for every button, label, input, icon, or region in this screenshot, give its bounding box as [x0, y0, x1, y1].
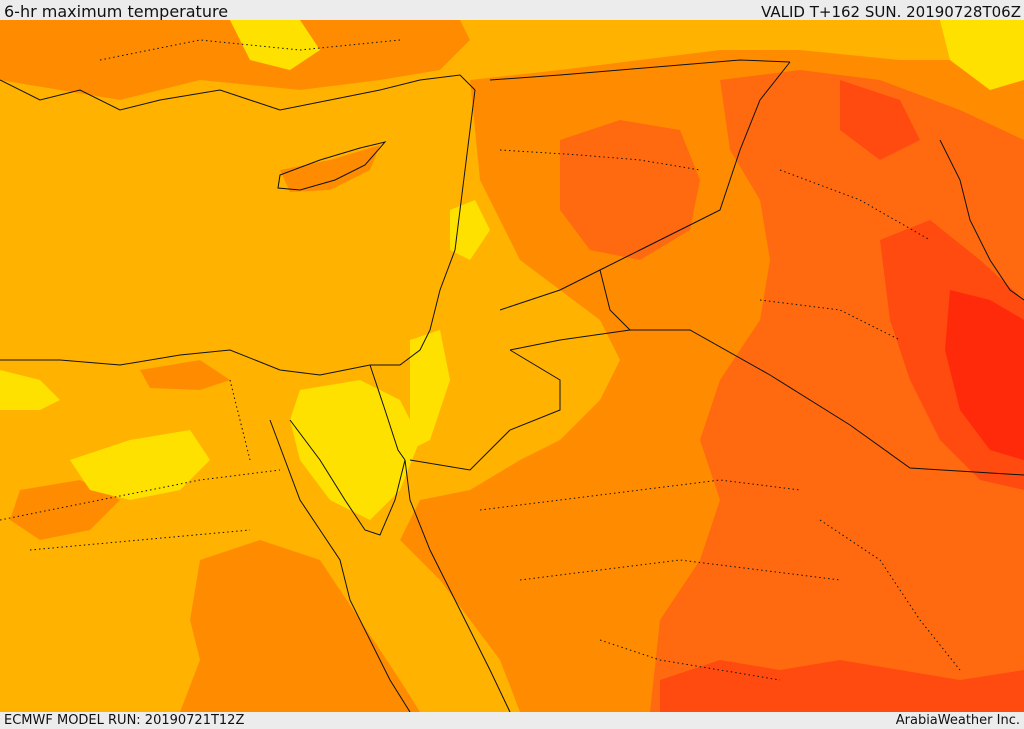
- province-iraq-1: [779, 169, 931, 241]
- valid-time: VALID T+162 SUN. 20190728T06Z: [761, 3, 1021, 21]
- field-band4-syria: [560, 120, 700, 260]
- field-band3-cyprus: [280, 145, 380, 192]
- border-egypt-israel: [369, 364, 406, 461]
- coast-suez-west: [269, 419, 411, 712]
- border-saudi-iraq: [630, 329, 1024, 476]
- field-band1-turkey: [230, 20, 320, 70]
- field-band1-egypt: [70, 430, 210, 500]
- coast-sinai: [289, 419, 406, 536]
- province-saudi-4: [599, 639, 781, 681]
- province-egypt-2: [29, 529, 251, 551]
- coast-cyprus: [277, 141, 387, 191]
- field-band5-south: [660, 660, 1024, 712]
- coastlines: [0, 74, 1024, 712]
- field-band1-lebanon: [450, 200, 490, 260]
- temperature-map-svg: [0, 20, 1024, 712]
- border-syria-turkey: [489, 59, 791, 81]
- footer-bar: ECMWF MODEL RUN: 20190721T12Z ArabiaWeat…: [0, 712, 1024, 729]
- field-band5-iraq: [840, 80, 920, 160]
- model-run-label: ECMWF MODEL RUN: 20190721T12Z: [4, 713, 245, 728]
- coast-egypt-north: [0, 349, 371, 376]
- border-syria-iraq: [499, 61, 791, 311]
- credit-label: ArabiaWeather Inc.: [895, 713, 1020, 728]
- field-band3-libya: [10, 480, 120, 540]
- province-saudi-3: [819, 519, 961, 671]
- field-band3-north: [0, 20, 470, 100]
- province-borders: [0, 39, 961, 681]
- field-band1-sinai: [290, 380, 420, 520]
- map-title: 6-hr maximum temperature: [4, 2, 229, 21]
- title-bar: 6-hr maximum temperature VALID T+162 SUN…: [0, 0, 1024, 21]
- province-egypt-1: [0, 469, 281, 521]
- field-band3-delta: [140, 360, 230, 390]
- coast-gulf: [939, 139, 1024, 301]
- coast-levant: [370, 89, 476, 366]
- field-band1-west: [0, 370, 60, 410]
- field-band3-southwest: [180, 540, 420, 712]
- temperature-map: [0, 20, 1024, 712]
- field-band6-kuwait: [945, 290, 1024, 460]
- country-borders: [369, 59, 1024, 476]
- field-band1-jordan-rift: [410, 330, 450, 450]
- province-egypt-3: [229, 379, 251, 461]
- coast-turkey: [0, 74, 476, 111]
- coast-red-sea-east: [404, 459, 511, 712]
- border-jordan-saudi: [409, 349, 561, 471]
- field-band1-northeast: [940, 20, 1024, 90]
- province-turkey-1: [99, 39, 401, 61]
